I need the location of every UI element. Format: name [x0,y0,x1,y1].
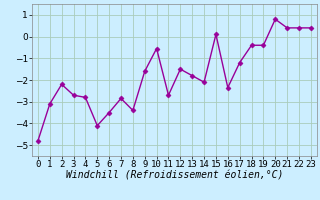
X-axis label: Windchill (Refroidissement éolien,°C): Windchill (Refroidissement éolien,°C) [66,171,283,181]
